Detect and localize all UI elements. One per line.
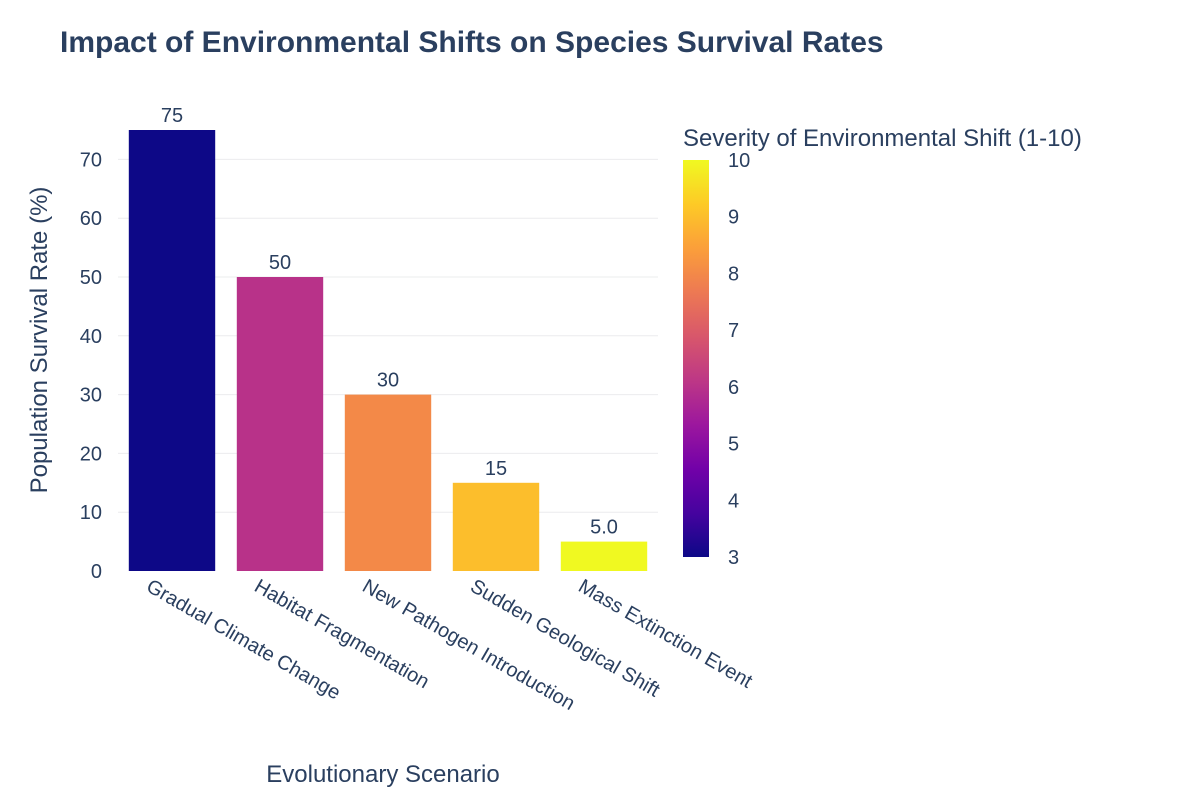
colorbar-tick-label: 4	[728, 490, 739, 512]
x-tick-label: New Pathogen Introduction	[359, 575, 579, 715]
colorbar-tick-label: 10	[728, 150, 750, 172]
bar-value-label: 15	[485, 458, 507, 480]
bars: 75 50 30 15 5.0	[128, 105, 648, 571]
y-tick-label: 70	[80, 149, 102, 171]
y-tick-label: 10	[80, 502, 102, 524]
y-axis-ticks: 0 10 20 30 40 50 60 70	[80, 149, 102, 583]
x-tick-label: Sudden Geological Shift	[467, 575, 664, 702]
bar	[128, 130, 216, 571]
colorbar-title: Severity of Environmental Shift (1-10)	[683, 125, 1082, 152]
colorbar-ticks: 3 4 5 6 7 8 9 10	[728, 150, 750, 569]
bar-value-label: 5.0	[590, 517, 618, 539]
bar-value-label: 30	[377, 370, 399, 392]
y-axis-title: Population Survival Rate (%)	[26, 187, 53, 494]
x-tick-label: Habitat Fragmentation	[251, 575, 433, 693]
colorbar-tick-label: 5	[728, 434, 739, 456]
colorbar-tick-label: 9	[728, 207, 739, 229]
colorbar-tick-label: 3	[728, 547, 739, 569]
y-tick-label: 0	[91, 561, 102, 583]
bar	[344, 394, 432, 571]
colorbar-tick-label: 6	[728, 377, 739, 399]
bar	[452, 482, 540, 571]
y-tick-label: 30	[80, 385, 102, 407]
colorbar: Severity of Environmental Shift (1-10) 3…	[683, 125, 1082, 569]
colorbar-gradient	[683, 160, 709, 557]
y-tick-label: 60	[80, 208, 102, 230]
y-tick-label: 20	[80, 443, 102, 465]
x-tick-label: Gradual Climate Change	[143, 575, 345, 704]
colorbar-tick-label: 7	[728, 320, 739, 342]
x-tick-label: Mass Extinction Event	[575, 575, 757, 693]
chart-title: Impact of Environmental Shifts on Specie…	[60, 26, 884, 59]
bar	[236, 277, 324, 571]
x-axis-title: Evolutionary Scenario	[266, 761, 499, 788]
bar-value-label: 50	[269, 252, 291, 274]
y-tick-label: 50	[80, 267, 102, 289]
bar	[560, 541, 648, 571]
bar-value-label: 75	[161, 105, 183, 127]
colorbar-tick-label: 8	[728, 263, 739, 285]
y-tick-label: 40	[80, 326, 102, 348]
